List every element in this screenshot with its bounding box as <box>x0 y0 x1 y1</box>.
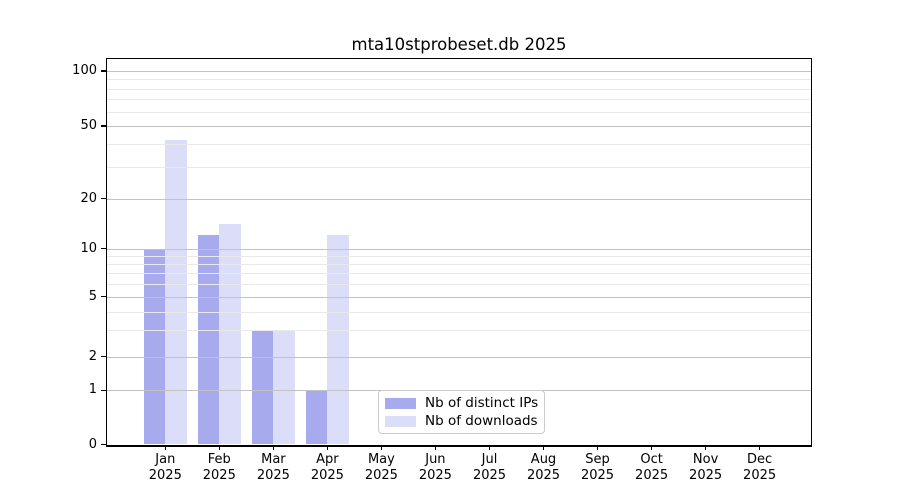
bar-distinct-ips <box>197 235 220 445</box>
gridline-minor <box>107 99 811 101</box>
x-tick-label: Mar 2025 <box>256 451 290 484</box>
gridline-minor <box>107 88 811 90</box>
gridline-minor <box>107 264 811 266</box>
gridline-major <box>107 356 811 358</box>
legend-label-downloads: Nb of downloads <box>425 413 538 429</box>
gridline-minor <box>107 284 811 286</box>
bar-downloads <box>327 235 349 445</box>
legend-item-distinct-ips: Nb of distinct IPs <box>385 395 539 411</box>
y-tick-label: 100 <box>72 63 97 78</box>
x-tick-mark <box>488 444 491 450</box>
legend: Nb of distinct IPs Nb of downloads <box>378 390 545 434</box>
x-tick-label: Dec 2025 <box>743 451 777 484</box>
gridline-minor <box>107 143 811 145</box>
gridline-major <box>107 126 811 127</box>
y-tick-label: 20 <box>80 190 97 206</box>
bar-distinct-ips <box>251 330 274 445</box>
legend-swatch-distinct-ips-icon <box>385 397 416 409</box>
gridline-major <box>107 198 811 200</box>
x-tick-mark <box>218 444 220 450</box>
y-tick-mark <box>101 296 106 298</box>
x-tick-mark <box>759 444 761 450</box>
bar-distinct-ips <box>305 390 328 445</box>
gridline-minor <box>107 79 811 81</box>
y-tick-mark <box>101 356 106 358</box>
x-tick-label: Jun 2025 <box>418 451 452 484</box>
x-tick-mark <box>705 444 707 450</box>
y-tick-label: 5 <box>88 288 97 304</box>
gridline-minor <box>107 330 811 332</box>
y-tick-label: 2 <box>88 348 97 364</box>
x-tick-label: Nov 2025 <box>689 451 723 484</box>
legend-item-downloads: Nb of downloads <box>385 413 538 429</box>
gridline-major <box>107 71 811 72</box>
bars-layer <box>107 59 811 445</box>
y-tick-mark <box>101 389 106 391</box>
bar-downloads <box>165 139 187 445</box>
bar-downloads <box>273 330 295 445</box>
x-tick-label: Oct 2025 <box>635 451 669 484</box>
x-tick-label: May 2025 <box>364 451 398 484</box>
plot-area: Nb of distinct IPs Nb of downloads <box>106 58 812 447</box>
x-tick-label: Apr 2025 <box>310 451 344 484</box>
legend-swatch-downloads-icon <box>385 415 416 427</box>
gridline-major <box>107 296 811 298</box>
x-tick-mark <box>596 444 599 450</box>
y-tick-label: 50 <box>80 118 97 133</box>
x-tick-label: Jul 2025 <box>472 451 507 484</box>
x-tick-mark <box>380 444 382 450</box>
x-tick-mark <box>651 444 653 450</box>
x-tick-mark <box>434 444 436 450</box>
gridline-minor <box>107 311 811 313</box>
x-tick-mark <box>326 444 328 450</box>
bar-downloads <box>219 224 241 445</box>
y-tick-mark <box>101 125 106 127</box>
y-tick-mark <box>101 198 106 200</box>
x-tick-mark <box>272 444 274 450</box>
x-tick-mark <box>542 444 545 450</box>
y-tick-mark <box>101 248 106 250</box>
y-tick-label: 0 <box>88 436 97 452</box>
gridline-minor <box>107 255 811 257</box>
x-tick-label: Sep 2025 <box>580 451 615 484</box>
gridline-major <box>107 248 811 250</box>
gridlines-layer <box>107 59 811 445</box>
x-tick-mark <box>164 444 166 450</box>
y-tick-label: 1 <box>88 382 97 398</box>
gridline-minor <box>107 111 811 113</box>
gridline-minor <box>107 273 811 275</box>
x-tick-label: Feb 2025 <box>202 451 236 484</box>
x-tick-label: Jan 2025 <box>148 451 182 484</box>
y-tick-mark <box>101 70 106 72</box>
chart-title: mta10stprobeset.db 2025 <box>351 35 567 54</box>
gridline-minor <box>107 166 811 168</box>
y-tick-mark <box>101 443 106 446</box>
legend-label-distinct-ips: Nb of distinct IPs <box>425 395 539 411</box>
y-tick-label: 10 <box>80 240 97 256</box>
x-tick-label: Aug 2025 <box>526 451 561 484</box>
